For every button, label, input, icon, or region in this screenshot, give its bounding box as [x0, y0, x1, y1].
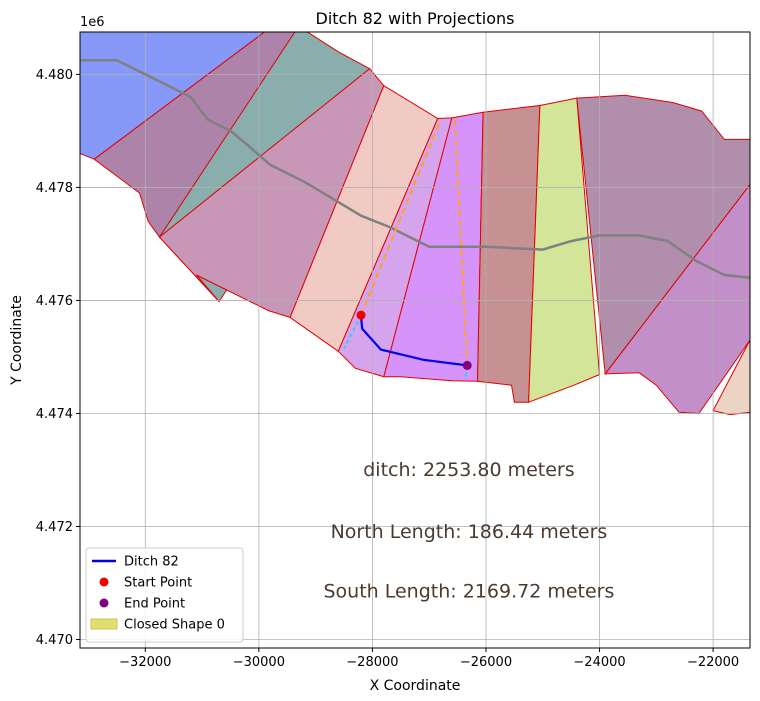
lines-layer — [80, 59, 750, 380]
south-projection-line — [453, 116, 469, 366]
zones-layer — [80, 32, 750, 416]
zone-polygon-11 — [712, 339, 750, 416]
y-tick-label-5: 4.480 — [36, 68, 73, 83]
legend-swatch-3 — [90, 618, 118, 630]
y-tick-label-3: 4.476 — [36, 294, 73, 309]
legend-swatch-1 — [99, 577, 109, 587]
y-tick-label-4: 4.478 — [36, 181, 73, 196]
start-extension-line — [343, 314, 362, 349]
y-tick-label-0: 4.470 — [36, 633, 73, 648]
x-tick-label-5: −22000 — [687, 655, 739, 670]
start-point-marker — [356, 310, 366, 320]
x-tick-label-4: −24000 — [573, 655, 625, 670]
legend-label-0: Ditch 82 — [124, 555, 179, 570]
legend-label-2: End Point — [124, 597, 185, 612]
x-axis-label: X Coordinate — [370, 678, 461, 694]
river-line — [80, 59, 750, 280]
zone-polygon-8 — [528, 97, 601, 403]
annotation-1: North Length: 186.44 meters — [331, 521, 608, 543]
x-tick-label-0: −32000 — [119, 655, 171, 670]
end-point-marker — [462, 360, 472, 370]
ditch-line — [360, 317, 468, 367]
legend-label-3: Closed Shape 0 — [124, 618, 225, 633]
grid-layer — [80, 32, 750, 648]
x-tick-label-3: −26000 — [460, 655, 512, 670]
legend-box — [85, 547, 244, 643]
y-tick-label-2: 4.474 — [36, 407, 73, 422]
ticks-layer: −32000 −30000 −28000 −26000 −24000 −22000 4.47… — [36, 68, 739, 670]
legend-swatch-2 — [99, 598, 109, 608]
y-offset-label: 1e6 — [80, 15, 105, 30]
legend: Ditch 82 Start Point End Point Closed Shape… — [85, 547, 244, 643]
annotation-2: South Length: 2169.72 meters — [323, 580, 614, 602]
legend-label-1: Start Point — [124, 576, 192, 591]
chart-title: Ditch 82 with Projections — [316, 9, 515, 28]
y-axis-label: Y Coordinate — [9, 295, 25, 386]
x-tick-label-2: −28000 — [346, 655, 398, 670]
zone-polygon-10 — [604, 183, 750, 415]
x-tick-label-1: −30000 — [233, 655, 285, 670]
north-projection-line — [360, 119, 442, 316]
plot-frame — [79, 31, 751, 649]
annotation-0: ditch: 2253.80 meters — [363, 459, 574, 481]
annotations-layer: ditch: 2253.80 meters North Length: 186.4… — [323, 459, 614, 603]
zone-polygon-5 — [337, 117, 453, 378]
y-tick-label-1: 4.472 — [36, 520, 73, 535]
